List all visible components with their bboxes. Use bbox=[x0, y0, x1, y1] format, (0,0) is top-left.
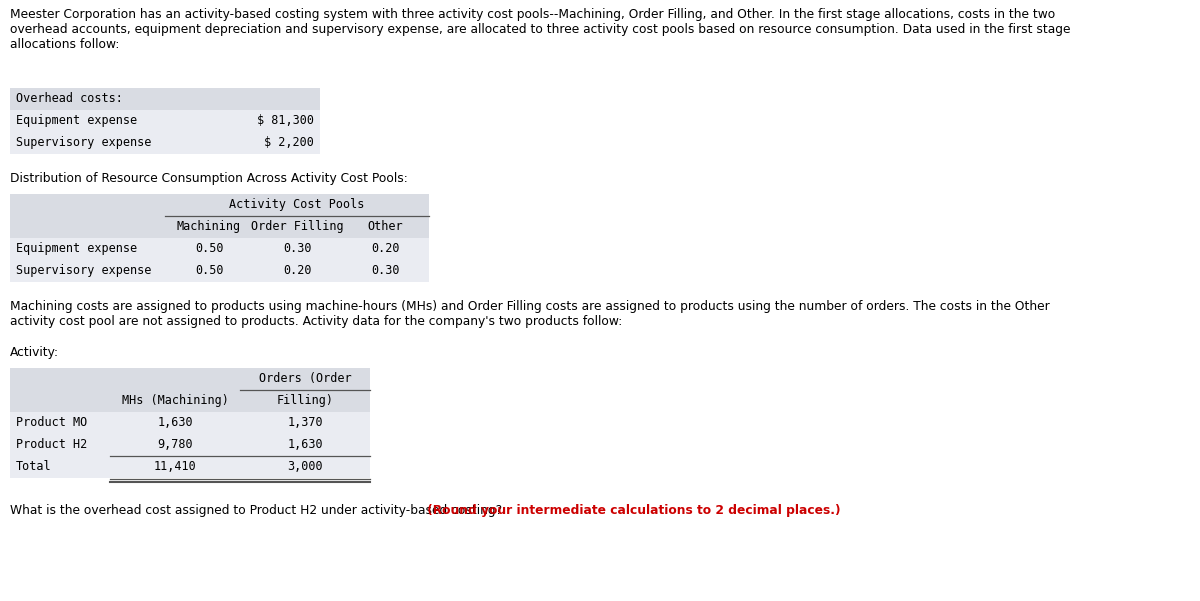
Text: Supervisory expense: Supervisory expense bbox=[16, 264, 151, 277]
Bar bbox=[10, 132, 320, 154]
Bar bbox=[10, 88, 320, 110]
Text: Distribution of Resource Consumption Across Activity Cost Pools:: Distribution of Resource Consumption Acr… bbox=[10, 172, 408, 185]
Text: 0.50: 0.50 bbox=[194, 242, 223, 255]
Text: 11,410: 11,410 bbox=[154, 460, 197, 473]
Text: 0.30: 0.30 bbox=[283, 242, 311, 255]
Text: 0.20: 0.20 bbox=[283, 264, 311, 277]
Text: What is the overhead cost assigned to Product H2 under activity-based costing?: What is the overhead cost assigned to Pr… bbox=[10, 504, 502, 517]
Text: Machining: Machining bbox=[176, 220, 241, 233]
Text: Total: Total bbox=[16, 460, 52, 473]
Text: Meester Corporation has an activity-based costing system with three activity cos: Meester Corporation has an activity-base… bbox=[10, 8, 1070, 51]
Text: Product H2: Product H2 bbox=[16, 438, 88, 451]
Bar bbox=[10, 216, 430, 238]
Text: Other: Other bbox=[367, 220, 403, 233]
Text: 3,000: 3,000 bbox=[287, 460, 323, 473]
Text: $ 81,300: $ 81,300 bbox=[257, 114, 314, 127]
Text: Equipment expense: Equipment expense bbox=[16, 114, 137, 127]
Text: Activity Cost Pools: Activity Cost Pools bbox=[229, 198, 365, 211]
Bar bbox=[10, 110, 320, 132]
Bar bbox=[10, 390, 370, 412]
Bar bbox=[10, 260, 430, 282]
Text: Machining costs are assigned to products using machine-hours (MHs) and Order Fil: Machining costs are assigned to products… bbox=[10, 300, 1050, 328]
Text: Equipment expense: Equipment expense bbox=[16, 242, 137, 255]
Text: 1,630: 1,630 bbox=[157, 416, 193, 429]
Text: 0.20: 0.20 bbox=[371, 242, 400, 255]
Bar bbox=[10, 434, 370, 456]
Bar bbox=[10, 368, 370, 390]
Bar bbox=[10, 456, 370, 478]
Text: 1,630: 1,630 bbox=[287, 438, 323, 451]
Text: 0.30: 0.30 bbox=[371, 264, 400, 277]
Text: Supervisory expense: Supervisory expense bbox=[16, 136, 151, 149]
Text: 1,370: 1,370 bbox=[287, 416, 323, 429]
Text: Filling): Filling) bbox=[276, 394, 334, 407]
Text: Product MO: Product MO bbox=[16, 416, 88, 429]
Text: 0.50: 0.50 bbox=[194, 264, 223, 277]
Text: Overhead costs:: Overhead costs: bbox=[16, 92, 122, 105]
Text: $ 2,200: $ 2,200 bbox=[264, 136, 314, 149]
Text: (Round your intermediate calculations to 2 decimal places.): (Round your intermediate calculations to… bbox=[424, 504, 841, 517]
Bar bbox=[10, 412, 370, 434]
Text: MHs (Machining): MHs (Machining) bbox=[121, 394, 228, 407]
Text: Activity:: Activity: bbox=[10, 346, 59, 359]
Text: 9,780: 9,780 bbox=[157, 438, 193, 451]
Bar bbox=[10, 194, 430, 216]
Text: Orders (Order: Orders (Order bbox=[259, 372, 352, 385]
Bar bbox=[10, 238, 430, 260]
Text: Order Filling: Order Filling bbox=[251, 220, 343, 233]
